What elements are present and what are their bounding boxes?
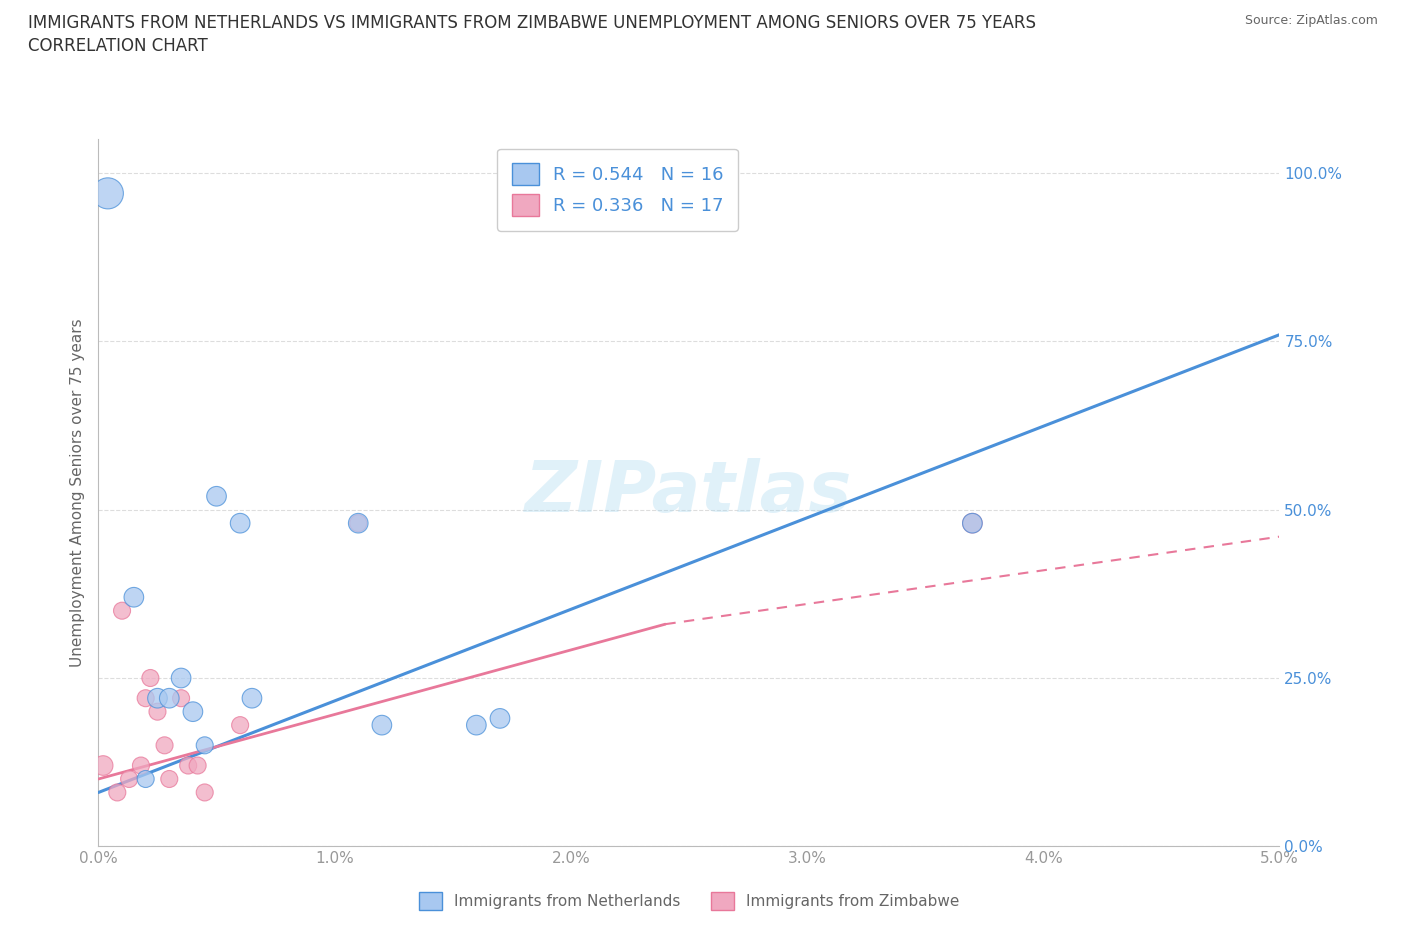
Point (129, 758, 152, 773)
Point (347, 516, 370, 531)
Point (157, 772, 180, 787)
Legend: Immigrants from Netherlands, Immigrants from Zimbabwe: Immigrants from Netherlands, Immigrants … (412, 885, 966, 916)
Point (118, 772, 141, 787)
Text: Source: ZipAtlas.com: Source: ZipAtlas.com (1244, 14, 1378, 27)
Text: IMMIGRANTS FROM NETHERLANDS VS IMMIGRANTS FROM ZIMBABWE UNEMPLOYMENT AMONG SENIO: IMMIGRANTS FROM NETHERLANDS VS IMMIGRANT… (28, 14, 1036, 32)
Point (122, 590, 145, 604)
Point (962, 516, 984, 531)
Point (465, 718, 488, 733)
Point (229, 718, 252, 733)
Point (97, 186, 120, 201)
Point (157, 691, 180, 706)
Point (347, 516, 370, 531)
Point (194, 785, 217, 800)
Point (135, 691, 157, 706)
Point (962, 516, 984, 531)
Text: CORRELATION CHART: CORRELATION CHART (28, 37, 208, 55)
Point (194, 737, 217, 752)
Point (146, 691, 169, 706)
Point (205, 489, 228, 504)
Point (371, 718, 394, 733)
Y-axis label: Unemployment Among Seniors over 75 years: Unemployment Among Seniors over 75 years (69, 319, 84, 667)
Point (187, 758, 209, 773)
Point (181, 704, 204, 719)
Point (105, 785, 128, 800)
Point (229, 516, 252, 531)
Point (146, 704, 169, 719)
Text: ZIPatlas: ZIPatlas (526, 458, 852, 527)
Point (139, 671, 162, 685)
Point (170, 691, 193, 706)
Point (170, 671, 193, 685)
Point (91, 758, 114, 773)
Point (153, 737, 176, 752)
Point (135, 772, 157, 787)
Point (111, 604, 134, 618)
Point (177, 758, 200, 773)
Point (489, 711, 512, 725)
Point (240, 691, 263, 706)
